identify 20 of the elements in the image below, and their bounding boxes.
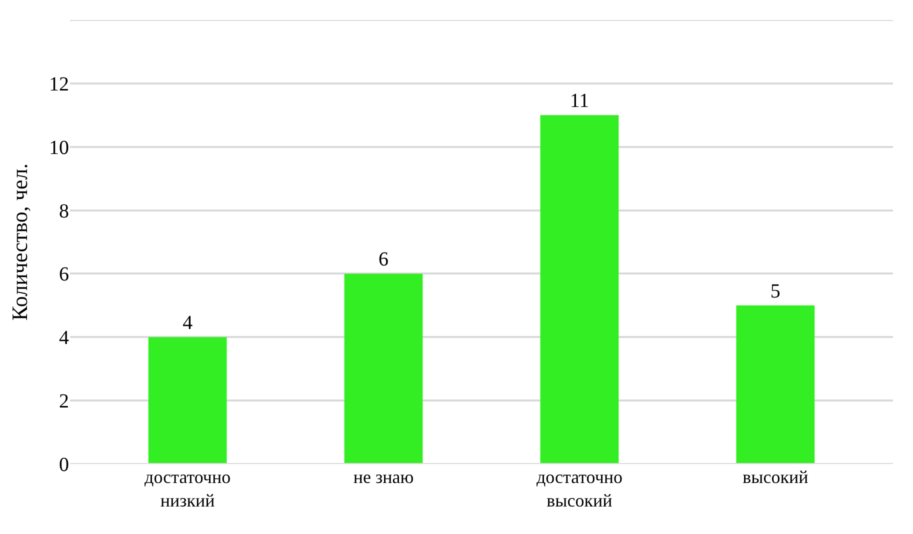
y-tick-label: 2 [59, 390, 69, 413]
y-tick-label: 10 [49, 136, 69, 159]
y-axis-title: Количество, чел. [6, 163, 32, 321]
y-tick-label: 0 [59, 454, 69, 476]
y-tick-label: 8 [59, 200, 69, 222]
y-tick-label: 12 [49, 73, 69, 96]
bar [540, 115, 619, 464]
data-label: 11 [570, 90, 590, 112]
y-tick-label: 6 [59, 264, 69, 286]
data-label: 5 [770, 280, 780, 302]
x-tick-label: достаточно высокий [536, 467, 623, 510]
bar [344, 274, 423, 464]
data-label: 4 [182, 312, 193, 334]
x-tick-label: не знаю [353, 467, 414, 487]
y-tick-label: 4 [59, 327, 69, 350]
bar [736, 305, 815, 464]
data-label: 6 [378, 248, 389, 271]
bar [148, 337, 227, 464]
x-tick-label: высокий [742, 467, 809, 487]
x-tick-label: достаточно низкий [144, 467, 231, 510]
